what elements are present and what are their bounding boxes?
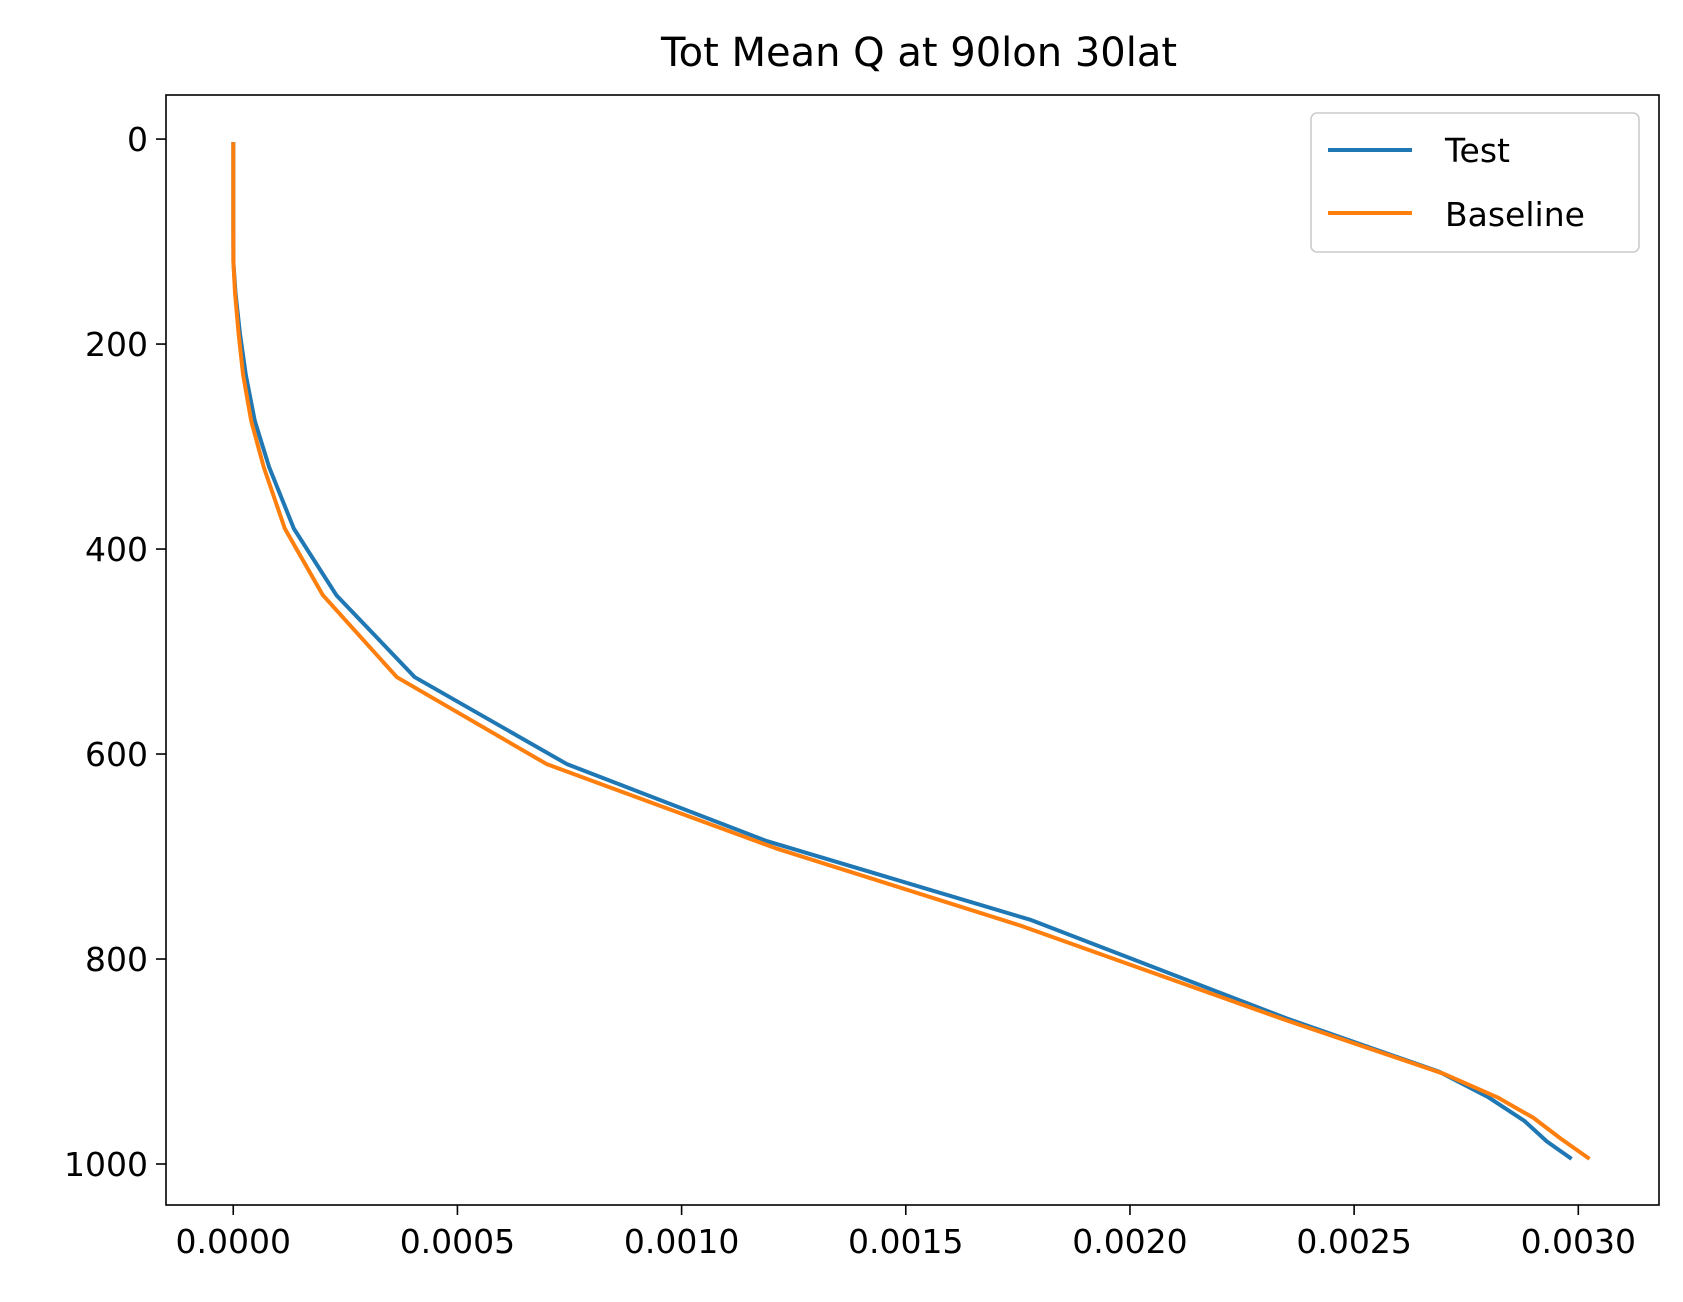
y-tick-label: 400 <box>85 530 148 569</box>
y-tick-label: 800 <box>85 940 148 979</box>
x-tick-label: 0.0015 <box>848 1222 963 1261</box>
y-tick-label: 200 <box>85 325 148 364</box>
x-tick-label: 0.0000 <box>176 1222 291 1261</box>
series-line-test <box>231 142 1573 1161</box>
x-tick-label: 0.0025 <box>1296 1222 1411 1261</box>
y-tick-label: 0 <box>127 120 148 159</box>
plot-lines <box>231 142 1591 1161</box>
plot-frame <box>165 94 1660 1206</box>
legend-box <box>1310 112 1640 253</box>
legend-label-test: Test <box>1444 131 1510 170</box>
x-tick-label: 0.0030 <box>1521 1222 1636 1261</box>
x-tick-label: 0.0010 <box>624 1222 739 1261</box>
x-axis: 0.0000 0.0005 0.0010 0.0015 0.0020 0.0025 0.00… <box>176 1205 1636 1261</box>
x-tick-label: 0.0005 <box>400 1222 515 1261</box>
chart-title: Tot Mean Q at 90lon 30lat <box>660 30 1177 76</box>
y-tick-label: 1000 <box>64 1145 148 1184</box>
x-tick-label: 0.0020 <box>1072 1222 1187 1261</box>
legend: Test Baseline <box>1310 112 1640 253</box>
legend-label-baseline: Baseline <box>1445 195 1585 234</box>
series-line-baseline <box>231 142 1591 1161</box>
y-axis: 0 200 400 600 800 1000 <box>64 120 166 1184</box>
y-tick-label: 600 <box>85 735 148 774</box>
